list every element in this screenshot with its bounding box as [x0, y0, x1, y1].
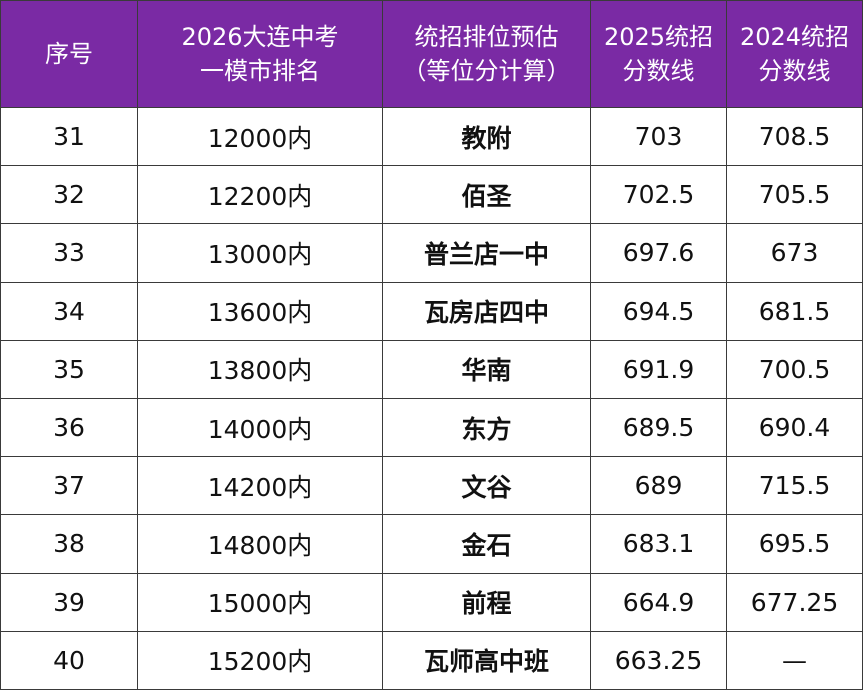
header-index: 序号 [0, 0, 138, 108]
cutoff-2025-cell: 694.5 [590, 281, 727, 341]
index-cell: 33 [0, 223, 138, 283]
school-cell: 普兰店一中 [382, 223, 591, 283]
school-cell: 佰圣 [382, 165, 591, 225]
cutoff-2025-cell: 697.6 [590, 223, 727, 283]
table-body: 31 12000内 教附 703 708.5 32 12200内 佰圣 702.5 705.5 33… [0, 106, 863, 691]
school-cell: 教附 [382, 106, 591, 167]
school-cell: 瓦师高中班 [382, 630, 591, 691]
table-row: 31 12000内 教附 703 708.5 [0, 106, 863, 167]
index-cell: 34 [0, 281, 138, 341]
header-cutoff-2024: 2024统招 分数线 [726, 0, 863, 108]
table-header: 序号 2026大连中考 一模市排名 统招排位预估 （等位分计算） 2025统招 … [0, 0, 863, 108]
cutoff-2024-cell: 677.25 [726, 572, 863, 632]
school-cell: 瓦房店四中 [382, 281, 591, 341]
table-row: 34 13600内 瓦房店四中 694.5 681.5 [0, 281, 863, 341]
rank-cell: 14200内 [137, 456, 383, 516]
header-exam-rank: 2026大连中考 一模市排名 [137, 0, 383, 108]
table-row: 39 15000内 前程 664.9 677.25 [0, 572, 863, 632]
index-cell: 39 [0, 572, 138, 632]
header-school-estimate: 统招排位预估 （等位分计算） [382, 0, 591, 108]
school-cell: 前程 [382, 572, 591, 632]
header-cutoff-2025: 2025统招 分数线 [590, 0, 727, 108]
school-cell: 文谷 [382, 456, 591, 516]
table-row: 37 14200内 文谷 689 715.5 [0, 456, 863, 516]
cutoff-2025-cell: 702.5 [590, 165, 727, 225]
cutoff-2025-cell: 691.9 [590, 339, 727, 399]
index-cell: 38 [0, 514, 138, 574]
table-row: 40 15200内 瓦师高中班 663.25— [0, 630, 863, 691]
rank-cell: 14000内 [137, 397, 383, 458]
cutoff-2025-cell: 689 [590, 456, 727, 516]
school-cell: 东方 [382, 397, 591, 458]
index-cell: 31 [0, 106, 138, 167]
rank-cell: 13000内 [137, 223, 383, 283]
rank-cell: 15000内 [137, 572, 383, 632]
cutoff-2025-cell: 689.5 [590, 397, 727, 458]
cutoff-2025-cell: 663.25 [590, 630, 727, 691]
table-row: 32 12200内 佰圣 702.5 705.5 [0, 165, 863, 225]
index-cell: 36 [0, 397, 138, 458]
cutoff-2025-cell: 703 [590, 106, 727, 167]
cutoff-2024-cell: 708.5 [726, 106, 863, 167]
school-cell: 华南 [382, 339, 591, 399]
cutoff-2024-cell: — [726, 630, 863, 691]
table-row: 38 14800内 金石 683.1 695.5 [0, 514, 863, 574]
index-cell: 37 [0, 456, 138, 516]
cutoff-2024-cell: 700.5 [726, 339, 863, 399]
index-cell: 32 [0, 165, 138, 225]
cutoff-2024-cell: 673 [726, 223, 863, 283]
cutoff-2024-cell: 690.4 [726, 397, 863, 458]
rank-cell: 15200内 [137, 630, 383, 691]
table-row: 35 13800内 华南 691.9 700.5 [0, 339, 863, 399]
header-row: 序号 2026大连中考 一模市排名 统招排位预估 （等位分计算） 2025统招 … [0, 0, 863, 108]
cutoff-2024-cell: 695.5 [726, 514, 863, 574]
table-row: 36 14000内 东方 689.5 690.4 [0, 397, 863, 458]
rank-cell: 12000内 [137, 106, 383, 167]
cutoff-2024-cell: 715.5 [726, 456, 863, 516]
rank-cell: 14800内 [137, 514, 383, 574]
index-cell: 40 [0, 630, 138, 691]
cutoff-2025-cell: 683.1 [590, 514, 727, 574]
cutoff-2025-cell: 664.9 [590, 572, 727, 632]
cutoff-2024-cell: 681.5 [726, 281, 863, 341]
rank-cell: 13800内 [137, 339, 383, 399]
school-cell: 金石 [382, 514, 591, 574]
cutoff-2024-cell: 705.5 [726, 165, 863, 225]
table-row: 33 13000内 普兰店一中 697.6 673 [0, 223, 863, 283]
rank-cell: 13600内 [137, 281, 383, 341]
rank-cell: 12200内 [137, 165, 383, 225]
index-cell: 35 [0, 339, 138, 399]
